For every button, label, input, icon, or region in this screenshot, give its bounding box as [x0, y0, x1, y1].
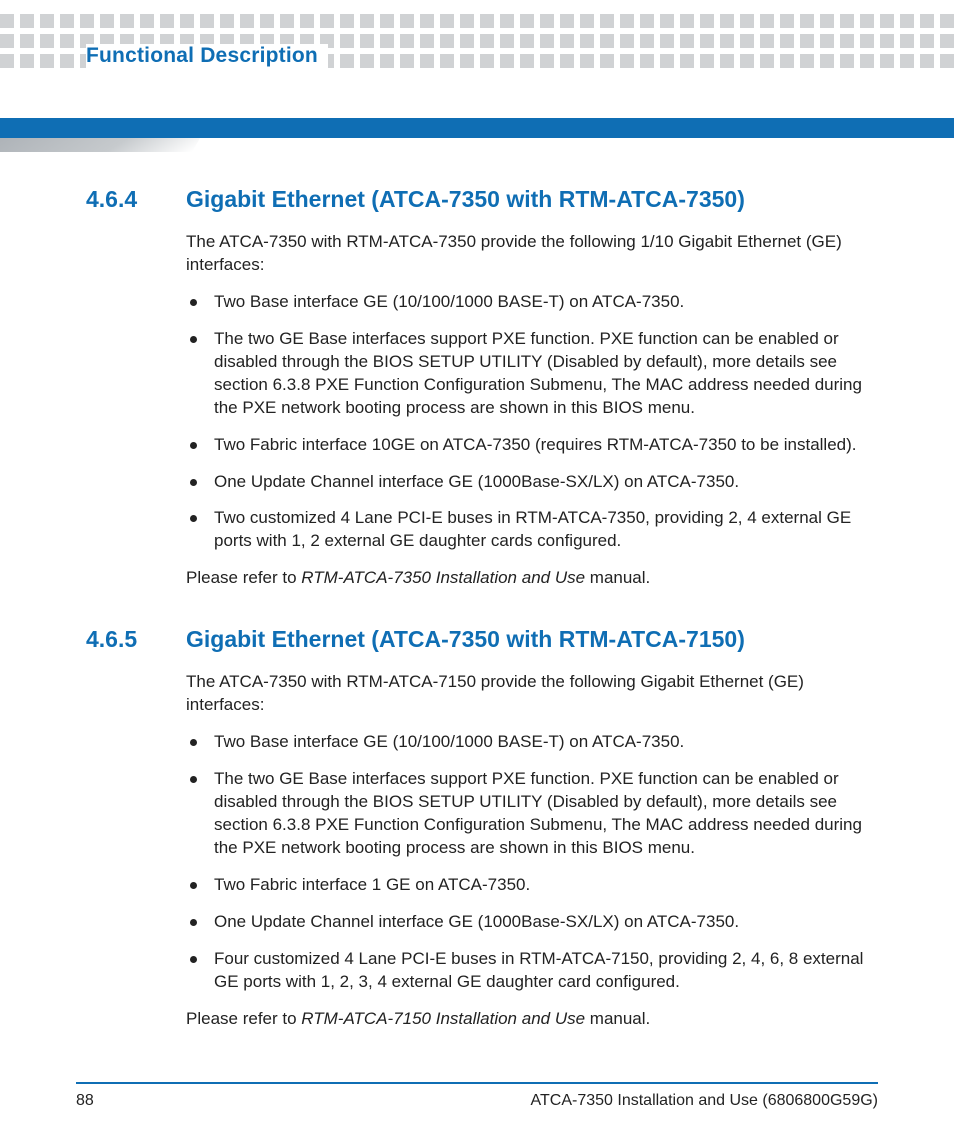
section-number: 4.6.4 — [86, 186, 148, 213]
intro-paragraph: The ATCA-7350 with RTM-ATCA-7150 provide… — [186, 671, 886, 717]
list-item: Two Base interface GE (10/100/1000 BASE-… — [186, 731, 886, 754]
outro-pre: Please refer to — [186, 1009, 301, 1028]
list-item: The two GE Base interfaces support PXE f… — [186, 328, 886, 420]
chapter-label: Functional Description — [86, 44, 328, 68]
footer-rule — [76, 1082, 878, 1084]
section-title: Gigabit Ethernet (ATCA-7350 with RTM-ATC… — [186, 186, 745, 213]
list-item: Two customized 4 Lane PCI-E buses in RTM… — [186, 507, 886, 553]
content-region: 4.6.4 Gigabit Ethernet (ATCA-7350 with R… — [86, 186, 886, 1067]
section-number: 4.6.5 — [86, 626, 148, 653]
section-464: 4.6.4 Gigabit Ethernet (ATCA-7350 with R… — [86, 186, 886, 590]
header-gray-wedge — [0, 138, 200, 152]
section-body: The ATCA-7350 with RTM-ATCA-7350 provide… — [186, 231, 886, 590]
outro-post: manual. — [585, 1009, 650, 1028]
section-body: The ATCA-7350 with RTM-ATCA-7150 provide… — [186, 671, 886, 1030]
outro-pre: Please refer to — [186, 568, 301, 587]
list-item: One Update Channel interface GE (1000Bas… — [186, 471, 886, 494]
intro-paragraph: The ATCA-7350 with RTM-ATCA-7350 provide… — [186, 231, 886, 277]
outro-ital: RTM-ATCA-7350 Installation and Use — [301, 568, 585, 587]
header-blue-bar — [0, 118, 954, 138]
section-heading: 4.6.4 Gigabit Ethernet (ATCA-7350 with R… — [86, 186, 886, 213]
list-item: Two Fabric interface 1 GE on ATCA-7350. — [186, 874, 886, 897]
section-heading: 4.6.5 Gigabit Ethernet (ATCA-7350 with R… — [86, 626, 886, 653]
list-item: Four customized 4 Lane PCI-E buses in RT… — [186, 948, 886, 994]
list-item: Two Base interface GE (10/100/1000 BASE-… — [186, 291, 886, 314]
list-item: The two GE Base interfaces support PXE f… — [186, 768, 886, 860]
page-number: 88 — [76, 1092, 94, 1110]
bullet-list: Two Base interface GE (10/100/1000 BASE-… — [186, 731, 886, 993]
section-465: 4.6.5 Gigabit Ethernet (ATCA-7350 with R… — [86, 626, 886, 1030]
outro-ital: RTM-ATCA-7150 Installation and Use — [301, 1009, 585, 1028]
footer: 88 ATCA-7350 Installation and Use (68068… — [76, 1092, 878, 1110]
outro-paragraph: Please refer to RTM-ATCA-7150 Installati… — [186, 1008, 886, 1031]
list-item: One Update Channel interface GE (1000Bas… — [186, 911, 886, 934]
bullet-list: Two Base interface GE (10/100/1000 BASE-… — [186, 291, 886, 553]
header-dot-row — [0, 14, 954, 28]
page: Functional Description 4.6.4 Gigabit Eth… — [0, 0, 954, 1145]
section-title: Gigabit Ethernet (ATCA-7350 with RTM-ATC… — [186, 626, 745, 653]
outro-post: manual. — [585, 568, 650, 587]
outro-paragraph: Please refer to RTM-ATCA-7350 Installati… — [186, 567, 886, 590]
doc-title-footer: ATCA-7350 Installation and Use (6806800G… — [531, 1092, 878, 1110]
list-item: Two Fabric interface 10GE on ATCA-7350 (… — [186, 434, 886, 457]
